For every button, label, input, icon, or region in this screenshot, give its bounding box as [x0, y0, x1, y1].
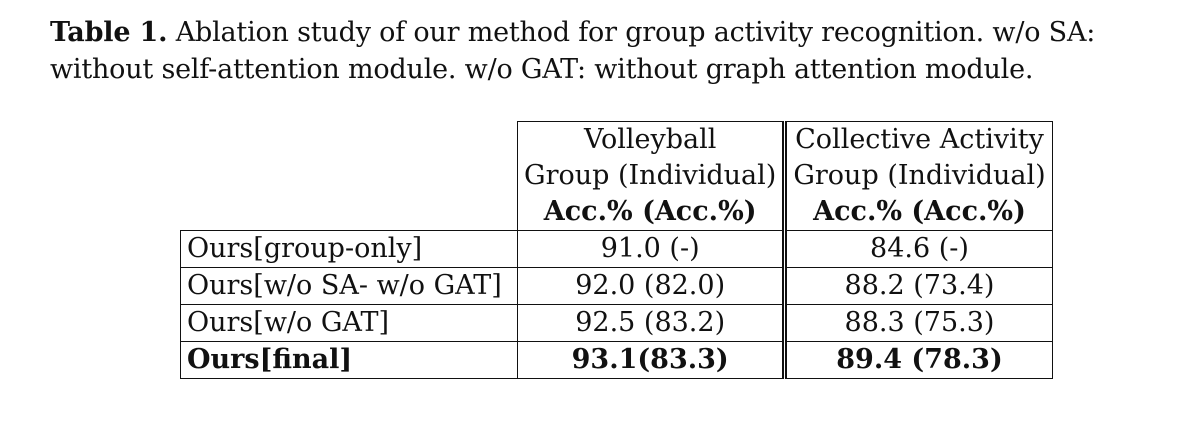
cell-volleyball: 92.0 (82.0) — [516, 267, 785, 305]
subheader-collective: Group (Individual) — [782, 158, 1053, 194]
row-label: Ours[group-only] — [180, 230, 518, 268]
header-row-datasets: Volleyball Collective Activity — [181, 121, 1053, 159]
table-row: Ours[w/o SA- w/o GAT] 92.0 (82.0) 88.2 (… — [180, 267, 1053, 305]
cell-collective: 89.4 (78.3) — [782, 341, 1053, 379]
header-row-metrics: Acc.% (Acc.%) Acc.% (Acc.%) — [181, 194, 1053, 231]
row-label: Ours[w/o SA- w/o GAT] — [180, 267, 518, 305]
cell-collective: 88.2 (73.4) — [782, 267, 1053, 305]
table-row: Ours[group-only] 91.0 (-) 84.6 (-) — [180, 230, 1053, 268]
metric-volleyball: Acc.% (Acc.%) — [516, 194, 785, 231]
row-label: Ours[final] — [180, 341, 518, 379]
cell-collective: 84.6 (-) — [782, 230, 1053, 268]
metric-collective: Acc.% (Acc.%) — [782, 194, 1053, 231]
header-blank-cell — [181, 122, 518, 159]
cell-volleyball: 91.0 (-) — [516, 230, 785, 268]
cell-volleyball: 93.1(83.3) — [516, 341, 785, 379]
caption-text: Ablation study of our method for group a… — [50, 17, 1096, 85]
row-label: Ours[w/o GAT] — [180, 304, 518, 342]
cell-volleyball: 92.5 (83.2) — [516, 304, 785, 342]
table-row: Ours[w/o GAT] 92.5 (83.2) 88.3 (75.3) — [180, 304, 1053, 342]
ablation-table: Volleyball Collective Activity Group (In… — [180, 121, 1053, 379]
caption-label: Table 1. — [50, 17, 168, 48]
cell-collective: 88.3 (75.3) — [782, 304, 1053, 342]
header-collective-activity: Collective Activity — [782, 121, 1053, 158]
header-volleyball: Volleyball — [516, 121, 785, 158]
subheader-volleyball: Group (Individual) — [516, 158, 785, 194]
table-row-final: Ours[final] 93.1(83.3) 89.4 (78.3) — [180, 341, 1053, 379]
table-caption: Table 1. Ablation study of our method fo… — [50, 14, 1180, 88]
header-row-subheaders: Group (Individual) Group (Individual) — [181, 158, 1053, 194]
